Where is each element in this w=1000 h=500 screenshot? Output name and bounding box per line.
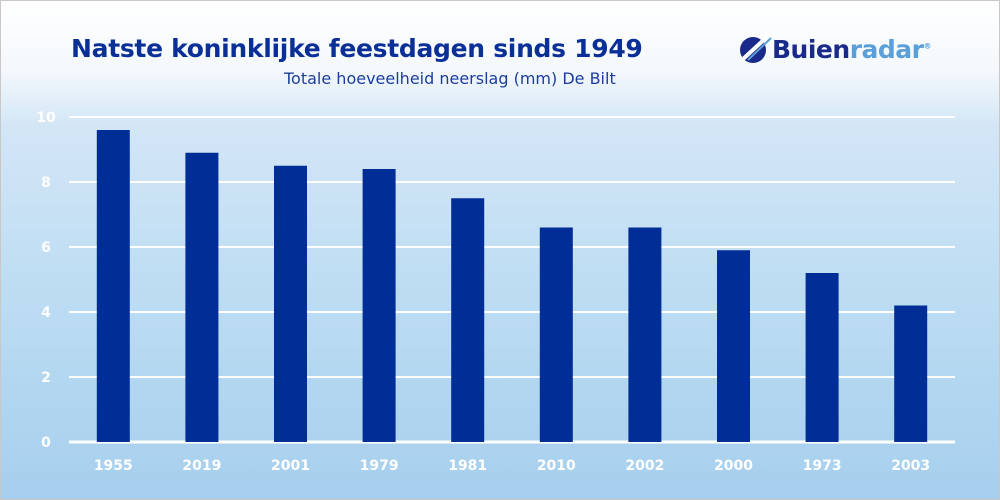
bar-1955 xyxy=(96,130,130,442)
x-tick-label: 2019 xyxy=(182,458,221,474)
logo-icon xyxy=(740,34,772,63)
bar-2002 xyxy=(628,227,662,442)
x-tick-label: 2010 xyxy=(537,458,576,474)
buienradar-logo: Buienradar® xyxy=(738,34,931,64)
bar-1973 xyxy=(805,273,839,442)
y-tick-label: 6 xyxy=(41,240,51,256)
x-tick-label: 2001 xyxy=(271,458,310,474)
bar-2019 xyxy=(185,152,219,442)
chart-subtitle: Totale hoeveelheid neerslag (mm) De Bilt xyxy=(284,69,616,88)
bar-1979 xyxy=(362,169,396,442)
chart-title: Natste koninklijke feestdagen sinds 1949 xyxy=(71,34,643,63)
x-tick-label: 2000 xyxy=(714,458,753,474)
x-tick-label: 1955 xyxy=(94,458,133,474)
bar-1981 xyxy=(451,198,485,442)
x-tick-label: 1981 xyxy=(448,458,487,474)
bar-2003 xyxy=(894,305,928,442)
x-tick-label: 1973 xyxy=(803,458,842,474)
y-tick-label: 4 xyxy=(41,305,51,321)
x-tick-label: 1979 xyxy=(360,458,399,474)
bar-2000 xyxy=(717,250,750,442)
x-tick-label: 2002 xyxy=(625,458,664,474)
y-tick-label: 8 xyxy=(41,175,51,191)
y-tick-label: 10 xyxy=(36,110,56,126)
y-tick-label: 0 xyxy=(41,435,51,451)
y-tick-label: 2 xyxy=(41,370,51,386)
bar-2001 xyxy=(274,165,307,442)
bar-2010 xyxy=(539,227,573,442)
x-tick-label: 2003 xyxy=(891,458,930,474)
logo-text: Buienradar® xyxy=(772,34,931,64)
